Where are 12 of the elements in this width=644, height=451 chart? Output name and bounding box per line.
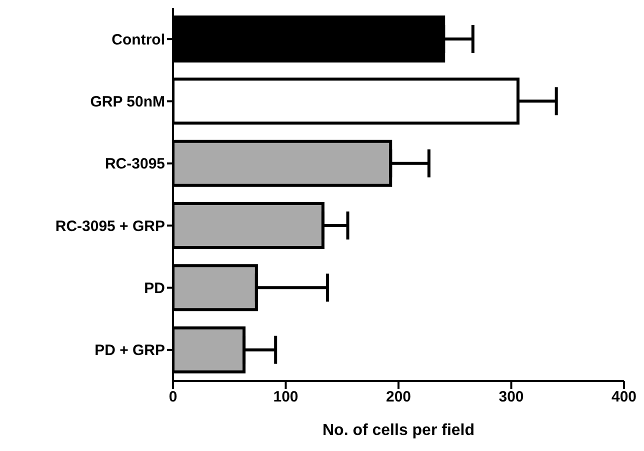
x-tick-label: 400 xyxy=(611,388,637,406)
y-tick-label: PD + GRP xyxy=(94,342,165,360)
x-axis-title: No. of cells per field xyxy=(322,422,475,439)
y-tick-label: Control xyxy=(112,31,165,48)
x-tick-label: 200 xyxy=(386,388,412,406)
y-tick-label: PD xyxy=(144,280,166,298)
y-tick-label: RC-3095 + GRP xyxy=(55,218,165,235)
x-tick-label: 300 xyxy=(498,388,524,406)
y-tick-label: RC-3095 xyxy=(104,156,165,173)
x-tick-label: 100 xyxy=(273,388,298,406)
x-tick-label: 0 xyxy=(168,388,178,406)
y-tick-label: GRP 50nM xyxy=(90,94,165,111)
